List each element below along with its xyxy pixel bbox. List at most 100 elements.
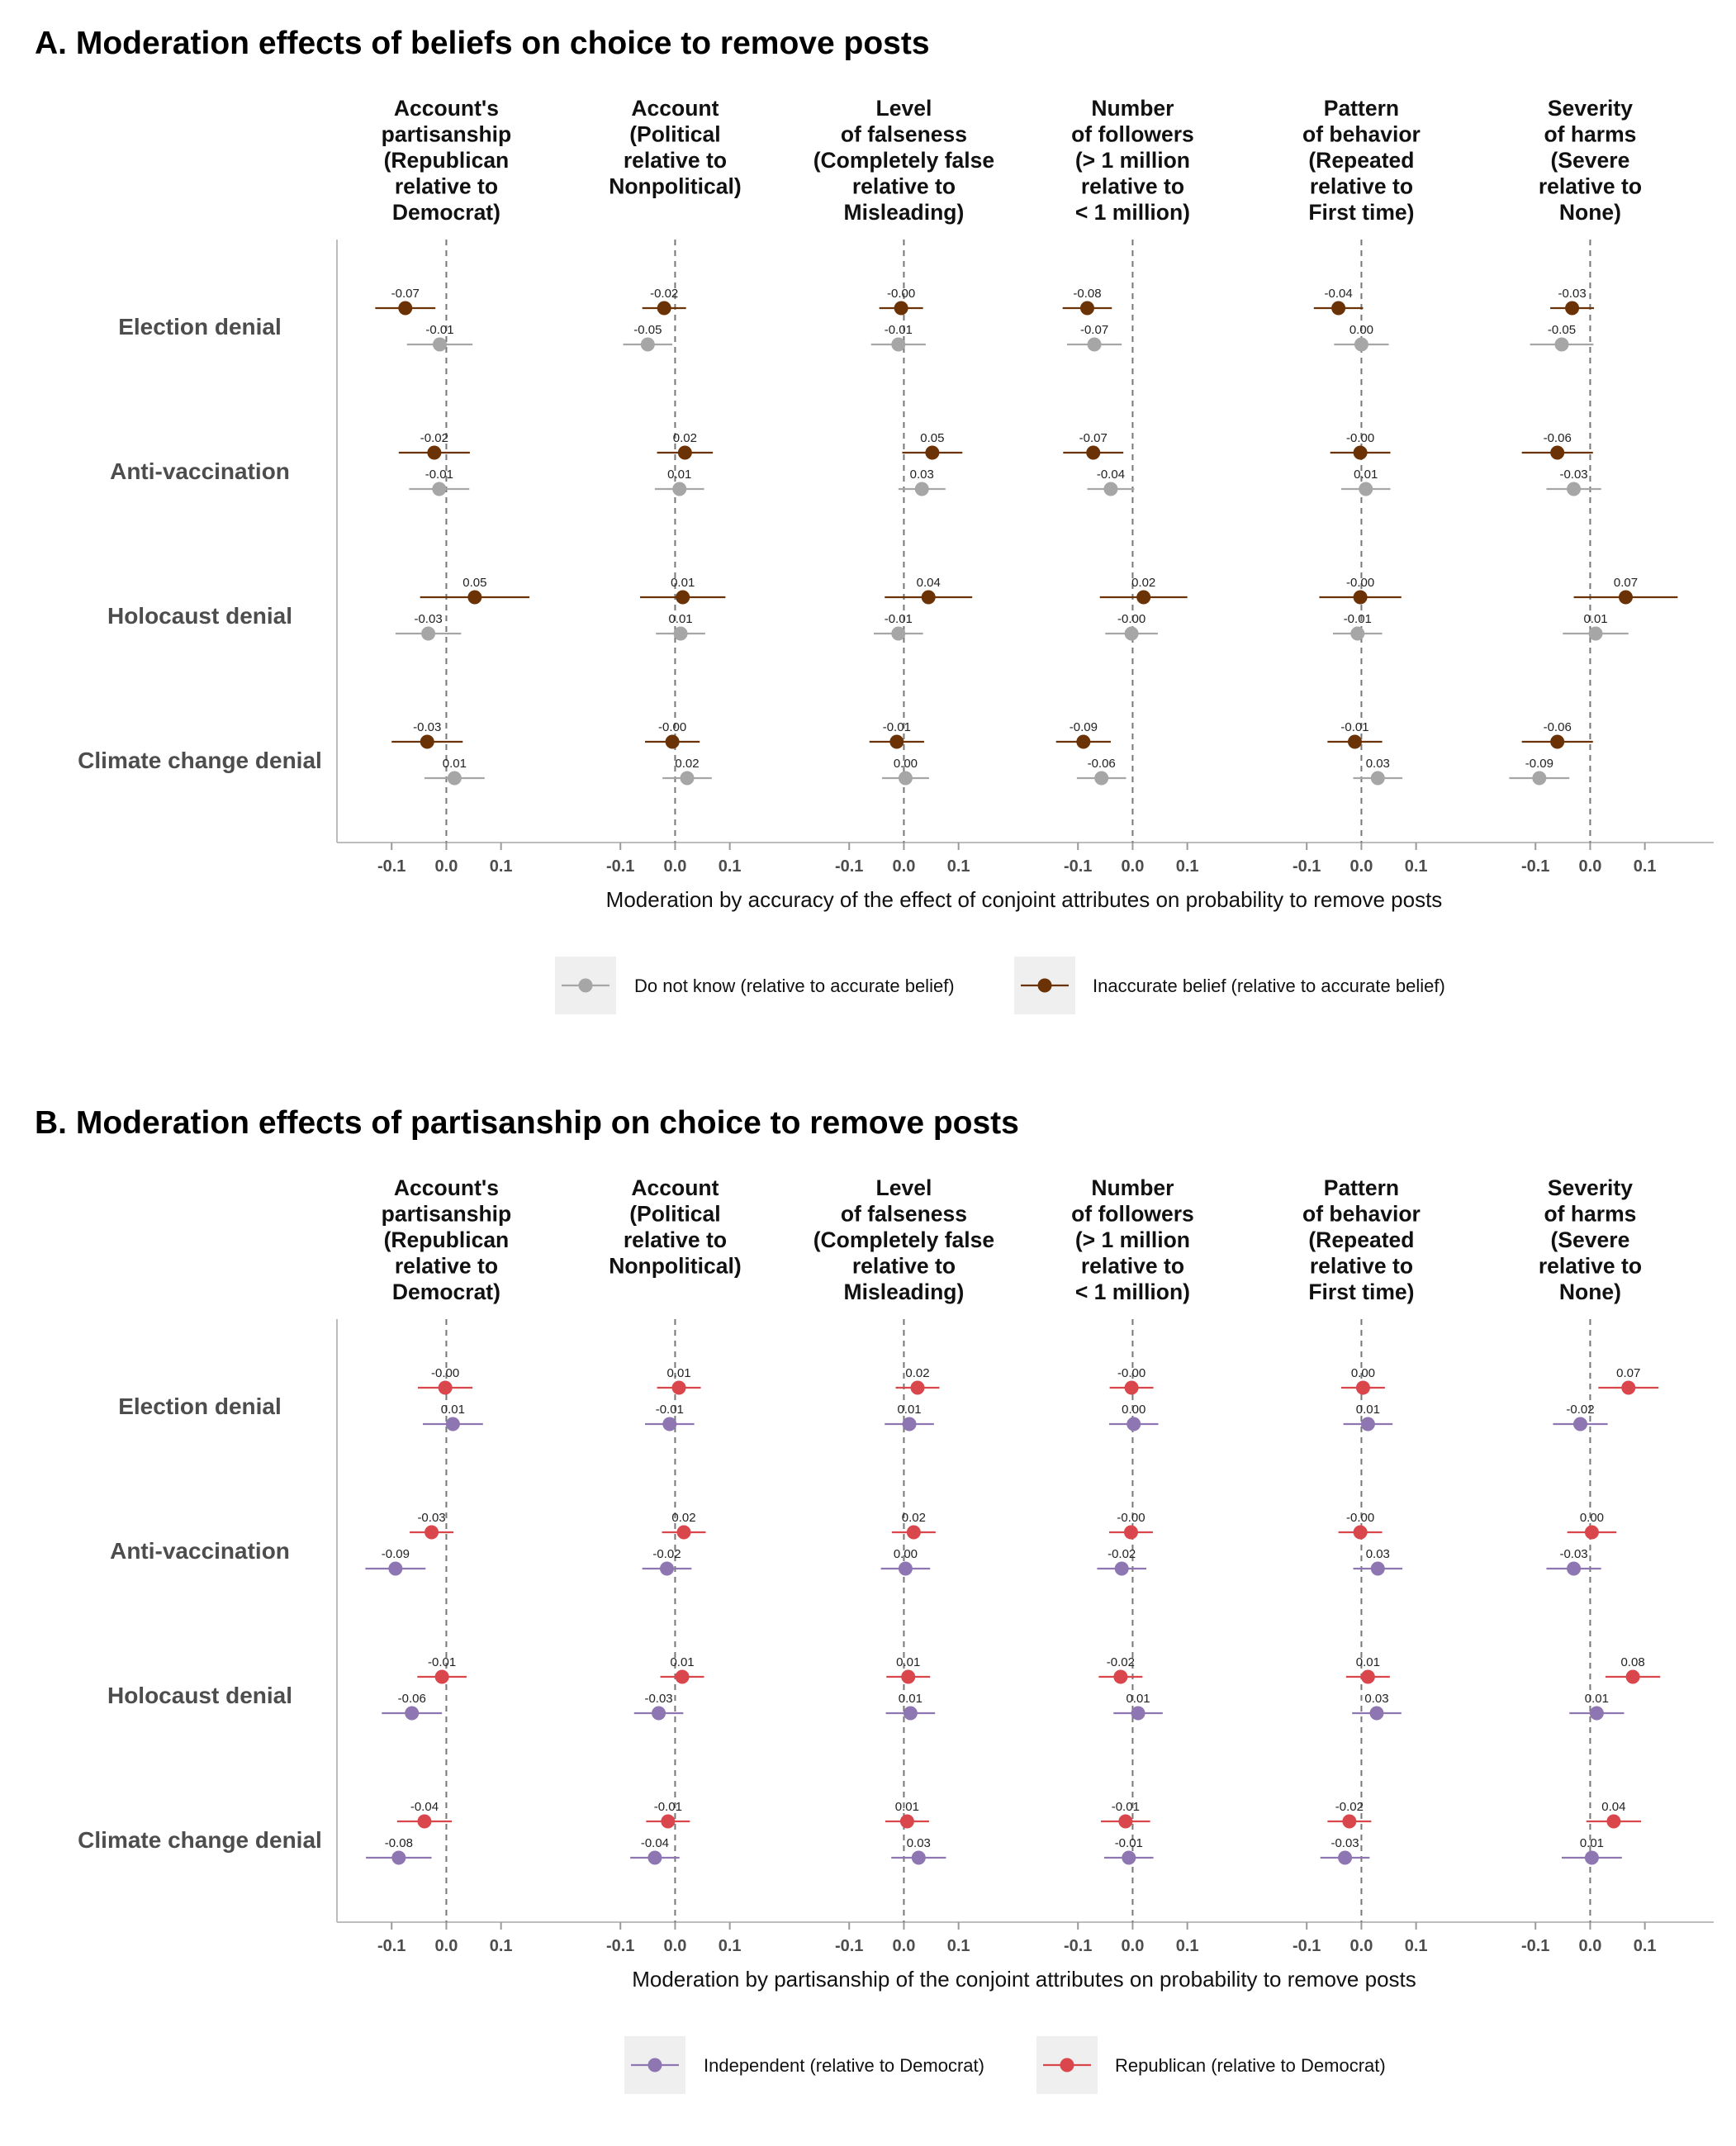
x-tick-label: -0.1 xyxy=(606,1937,634,1955)
facet-title: relative to xyxy=(1310,174,1413,199)
x-tick-label: -0.1 xyxy=(1293,1937,1321,1955)
data-point xyxy=(911,1850,926,1865)
facet-title: relative to xyxy=(1081,174,1184,199)
data-point xyxy=(1350,626,1365,641)
data-label: 0.02 xyxy=(1131,576,1155,590)
facet-title: relative to xyxy=(1539,1254,1642,1279)
data-point xyxy=(434,1669,449,1684)
data-label: -0.04 xyxy=(1097,468,1125,482)
facet-title: None) xyxy=(1559,1280,1621,1304)
data-label: 0.03 xyxy=(1366,757,1390,771)
x-tick-label: 0.1 xyxy=(490,1937,513,1955)
row-label: Election denial xyxy=(118,314,282,339)
data-label: -0.01 xyxy=(654,1800,682,1814)
facet-title: (Political xyxy=(629,1202,720,1227)
data-point xyxy=(1124,1380,1139,1395)
data-label: 0.02 xyxy=(673,431,697,445)
data-label: -0.03 xyxy=(1558,287,1586,301)
x-tick-label: -0.1 xyxy=(1293,857,1321,876)
data-point xyxy=(1625,1669,1640,1684)
data-label: 0.01 xyxy=(443,757,467,771)
data-point xyxy=(1355,1380,1370,1395)
data-label: -0.03 xyxy=(417,1511,445,1525)
legend-label: Do not know (relative to accurate belief… xyxy=(634,976,955,996)
data-label: -0.03 xyxy=(644,1692,672,1706)
x-tick-label: 0.1 xyxy=(1405,857,1428,876)
data-point xyxy=(906,1525,921,1540)
data-label: -0.01 xyxy=(1112,1800,1140,1814)
facet-title: Level xyxy=(876,96,932,121)
data-point xyxy=(665,734,680,749)
facet-title: relative to xyxy=(852,174,956,199)
data-point xyxy=(662,1417,677,1431)
x-tick-label: -0.1 xyxy=(377,857,406,876)
legend-key-point xyxy=(578,978,593,993)
data-label: -0.02 xyxy=(420,431,448,445)
facet-title: relative to xyxy=(1539,174,1642,199)
data-label: -0.06 xyxy=(1544,720,1572,734)
x-tick-label: 0.0 xyxy=(1579,1937,1602,1955)
data-label: -0.03 xyxy=(1559,1547,1587,1561)
data-label: -0.00 xyxy=(1117,612,1145,626)
data-label: 0.01 xyxy=(895,1800,919,1814)
data-label: 0.01 xyxy=(1580,1836,1604,1850)
data-point xyxy=(1532,771,1547,786)
legend-label: Republican (relative to Democrat) xyxy=(1115,2055,1386,2076)
data-label: 0.01 xyxy=(1585,1692,1609,1706)
data-label: 0.08 xyxy=(1620,1655,1644,1669)
data-point xyxy=(1554,337,1569,352)
data-label: 0.00 xyxy=(1349,323,1373,337)
facet-title: Account xyxy=(631,1175,719,1200)
x-tick-label: -0.1 xyxy=(377,1937,406,1955)
facet-title: of harms xyxy=(1544,1202,1636,1227)
data-label: 0.03 xyxy=(907,1836,931,1850)
chart-title: A. Moderation effects of beliefs on choi… xyxy=(35,26,930,61)
x-tick-label: 0.1 xyxy=(719,857,742,876)
data-point xyxy=(891,337,906,352)
row-label: Anti-vaccination xyxy=(110,458,290,484)
x-axis-title: Moderation by accuracy of the effect of … xyxy=(606,887,1443,912)
facet-title: partisanship xyxy=(382,1202,512,1227)
data-label: -0.08 xyxy=(385,1836,413,1850)
data-label: 0.04 xyxy=(1601,1800,1625,1814)
data-label: 0.02 xyxy=(675,757,699,771)
data-point xyxy=(1086,445,1101,460)
data-label: -0.00 xyxy=(1346,431,1374,445)
data-label: -0.01 xyxy=(883,720,911,734)
data-label: 0.01 xyxy=(441,1403,465,1417)
facet-title: of followers xyxy=(1071,122,1194,147)
x-tick-label: 0.0 xyxy=(893,857,916,876)
data-point xyxy=(1353,590,1368,605)
data-label: -0.03 xyxy=(413,720,441,734)
data-point xyxy=(1359,482,1373,496)
facet-title: relative to xyxy=(852,1254,956,1279)
data-label: 0.01 xyxy=(670,1655,694,1669)
x-tick-label: -0.1 xyxy=(1064,1937,1092,1955)
data-label: -0.01 xyxy=(656,1403,684,1417)
data-label: 0.00 xyxy=(1351,1366,1375,1380)
facet-title: of falseness xyxy=(841,122,967,147)
data-point xyxy=(640,337,655,352)
row-label: Anti-vaccination xyxy=(110,1538,290,1564)
data-label: -0.06 xyxy=(1088,757,1116,771)
data-point xyxy=(1103,482,1118,496)
data-point xyxy=(910,1380,925,1395)
data-label: -0.00 xyxy=(887,287,915,301)
data-point xyxy=(889,734,904,749)
row-label: Election denial xyxy=(118,1393,282,1419)
data-label: -0.01 xyxy=(428,1655,456,1669)
data-label: -0.01 xyxy=(1344,612,1372,626)
x-tick-label: 0.1 xyxy=(1176,857,1199,876)
legend-label: Inaccurate belief (relative to accurate … xyxy=(1093,976,1445,996)
data-point xyxy=(921,590,936,605)
data-label: 0.02 xyxy=(905,1366,929,1380)
facet-title: Pattern xyxy=(1324,96,1399,121)
data-label: -0.02 xyxy=(1108,1547,1136,1561)
data-label: 0.02 xyxy=(671,1511,695,1525)
data-point xyxy=(438,1380,453,1395)
data-point xyxy=(1621,1380,1636,1395)
facet-title: (Severe xyxy=(1551,1227,1630,1252)
x-axis-title: Moderation by partisanship of the conjoi… xyxy=(632,1967,1416,1992)
data-point xyxy=(432,337,447,352)
data-point xyxy=(1353,445,1368,460)
